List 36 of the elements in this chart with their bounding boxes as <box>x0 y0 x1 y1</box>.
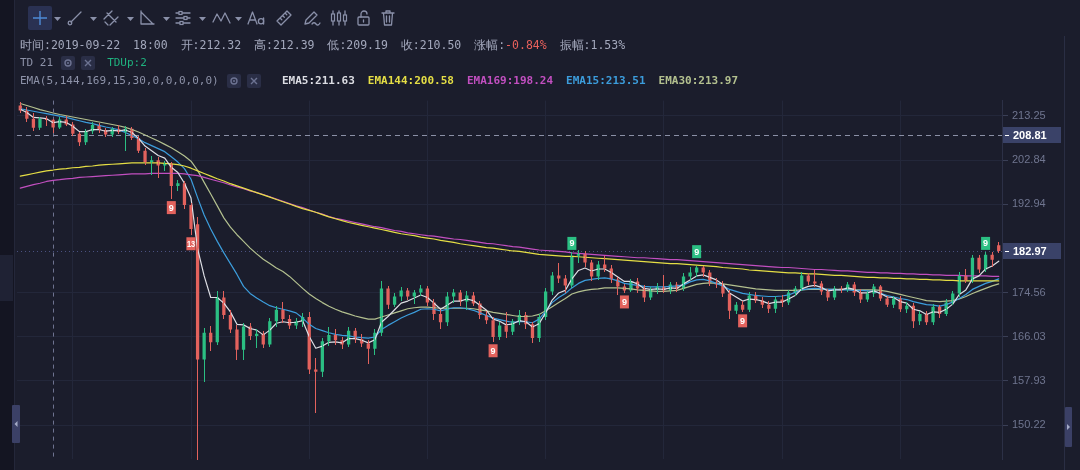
text: EMA169:198.24 <box>466 74 554 88</box>
text: TDUp:2 <box>107 56 147 70</box>
candlestick <box>885 296 889 307</box>
ref-line-label: 208.81 <box>1013 128 1047 141</box>
y-tick-label: 166.03 <box>1012 329 1046 342</box>
candlestick <box>688 267 692 280</box>
text: 9 <box>740 315 746 326</box>
y-tick-label: 157.93 <box>1012 374 1046 387</box>
text: 9 <box>621 296 627 307</box>
legend-title: EMA(5,144,169,15,30,0,0,0,0,0) <box>20 74 219 88</box>
text: TD 21 <box>20 56 54 70</box>
y-tick-label: 192.94 <box>1012 197 1046 210</box>
candlestick <box>176 180 180 191</box>
candlestick <box>734 302 738 314</box>
text: 9 <box>490 345 496 356</box>
text: EMA15:213.51 <box>566 74 646 88</box>
text: EMA30:213.97 <box>658 74 739 88</box>
text: 9 <box>983 238 989 249</box>
text: 9 <box>694 246 700 257</box>
candlestick <box>386 286 390 309</box>
ref-line-label: 182.97 <box>1013 244 1047 257</box>
text: EMA5:211.63 <box>282 74 355 88</box>
candlestick <box>38 117 42 130</box>
text: 13 <box>186 239 196 249</box>
y-tick-label: 174.56 <box>1012 285 1046 298</box>
candlestick <box>491 317 495 342</box>
text: EMA144:200.58 <box>367 74 454 88</box>
y-tick-label: 213.25 <box>1012 109 1046 122</box>
candlestick <box>826 289 830 301</box>
candlestick <box>235 325 239 360</box>
text: 9 <box>569 238 575 249</box>
candlestick <box>767 301 771 313</box>
y-tick-label: 202.84 <box>1012 153 1046 166</box>
chart-title: 时间:2019-09-22 18:00 开:212.32 高:212.39 低:209.19 收:210.50 涨幅:-0.84% 振幅:1.53% <box>20 38 626 52</box>
text: 9 <box>168 202 174 213</box>
y-tick-label: 150.22 <box>1012 418 1046 431</box>
